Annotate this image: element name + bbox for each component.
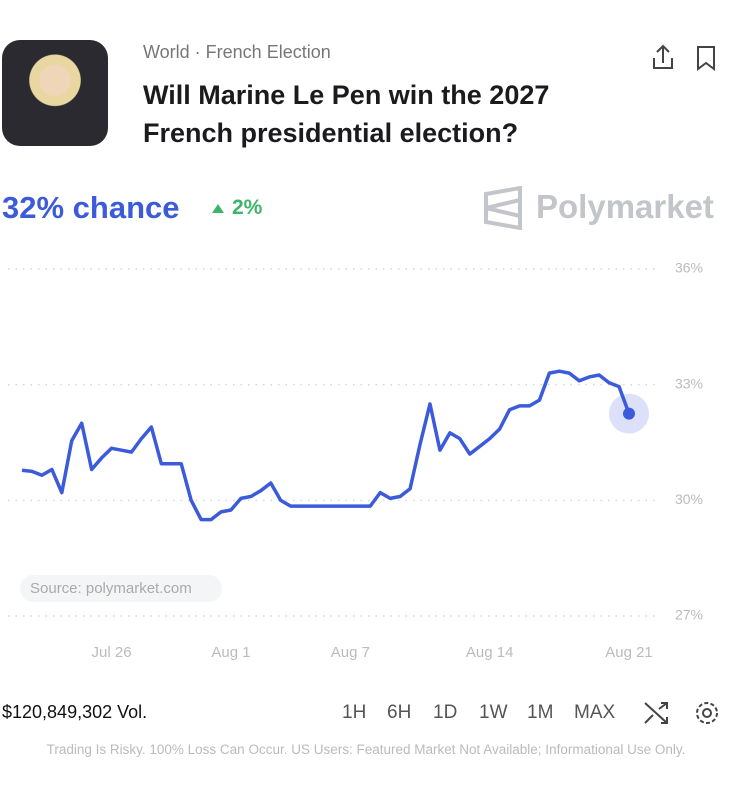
share-icon[interactable]	[653, 44, 673, 69]
disclaimer: Trading Is Risky. 100% Loss Can Occur. U…	[46, 742, 686, 757]
range-button[interactable]: 1H	[342, 702, 367, 723]
x-tick-label: Aug 7	[331, 644, 370, 661]
source: Source: polymarket.com	[30, 580, 192, 597]
y-tick-label: 30%	[675, 491, 703, 507]
range-button[interactable]: MAX	[574, 702, 616, 723]
chance: 32% chance	[2, 190, 180, 225]
x-tick-label: Aug 1	[211, 644, 250, 661]
y-tick-label: 33%	[675, 375, 703, 391]
market-image	[2, 40, 108, 146]
x-tick-label: Aug 14	[466, 644, 514, 661]
volume: $120,849,302 Vol.	[2, 702, 148, 722]
y-tick-label: 36%	[675, 260, 703, 276]
range-button[interactable]: 1D	[433, 702, 458, 723]
up-arrow	[212, 204, 224, 213]
breadcrumb: World · French Election	[143, 42, 331, 62]
chart-controls	[644, 702, 718, 724]
x-tick-label: Aug 21	[605, 644, 653, 661]
action-icons	[653, 44, 715, 71]
brand-logo	[484, 186, 522, 230]
bookmark-icon[interactable]	[697, 46, 715, 71]
chart: Source: polymarket.com 36% 33% 30% 27% Jul 2…	[8, 260, 703, 661]
last-point	[623, 407, 635, 420]
range-button[interactable]: 6H	[387, 702, 412, 723]
x-tick-label: Jul 26	[92, 644, 132, 661]
change: 2%	[232, 196, 263, 219]
shuffle-icon[interactable]	[644, 702, 668, 724]
market-title: Will Marine Le Pen win the 2027 French p…	[143, 80, 550, 148]
price-line	[21, 369, 631, 522]
range-button[interactable]: 1W	[479, 702, 508, 723]
y-tick-label: 27%	[675, 607, 703, 623]
brand: Polymarket	[536, 188, 714, 225]
settings-icon[interactable]	[696, 702, 718, 724]
range-button[interactable]: 1M	[527, 702, 554, 723]
source-box	[20, 575, 222, 602]
